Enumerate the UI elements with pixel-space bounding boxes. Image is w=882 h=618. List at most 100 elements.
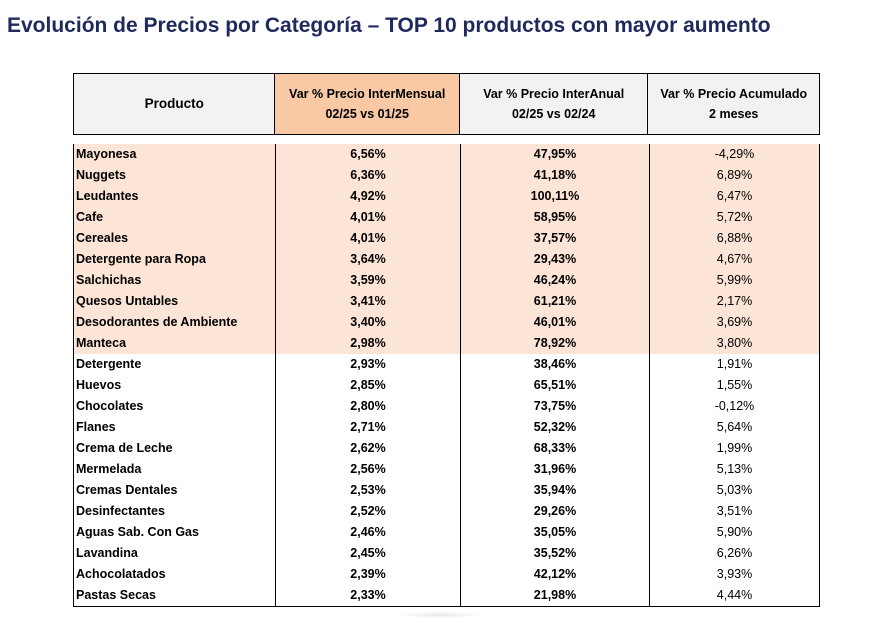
- cell-producto: Cremas Dentales: [74, 480, 276, 501]
- cell-acumulado: 5,03%: [716, 483, 753, 497]
- table-row: Pastas Secas 2,33% 21,98% 4,44%: [74, 585, 819, 606]
- cell-producto: Desinfectantes: [74, 501, 276, 522]
- table-row: Desinfectantes 2,52% 29,26% 3,51%: [74, 501, 819, 522]
- header-interanual-label: Var % Precio InterAnual: [483, 87, 625, 101]
- cell-interanual: 47,95%: [461, 144, 650, 165]
- cell-acumulado: 3,93%: [716, 567, 753, 581]
- table-row: Lavandina 2,45% 35,52% 6,26%: [74, 543, 819, 564]
- cell-acumulado: -4,29%: [714, 147, 755, 161]
- cell-producto: Flanes: [74, 417, 276, 438]
- header-producto-label: Producto: [144, 96, 204, 111]
- header-acumulado-label: Var % Precio Acumulado: [660, 87, 808, 101]
- header-intermensual-period: 02/25 vs 01/25: [325, 107, 409, 121]
- cell-producto: Desodorantes de Ambiente: [74, 312, 276, 333]
- cell-interanual: 58,95%: [461, 207, 650, 228]
- header-interanual-period: 02/25 vs 02/24: [511, 107, 596, 121]
- table-row: Aguas Sab. Con Gas 2,46% 35,05% 5,90%: [74, 522, 819, 543]
- cell-acumulado: 2,17%: [716, 294, 753, 308]
- cell-intermensual: 2,56%: [276, 459, 461, 480]
- cell-interanual: 38,46%: [461, 354, 650, 375]
- cell-intermensual: 6,56%: [276, 144, 461, 165]
- cell-producto: Detergente para Ropa: [74, 249, 276, 270]
- cell-producto: Cafe: [74, 207, 276, 228]
- table-row: Nuggets 6,36% 41,18% 6,89%: [74, 165, 819, 186]
- cell-producto: Salchichas: [74, 270, 276, 291]
- cell-interanual: 46,24%: [461, 270, 650, 291]
- table-row: Detergente para Ropa 3,64% 29,43% 4,67%: [74, 249, 819, 270]
- cell-producto: Mayonesa: [74, 144, 276, 165]
- cell-intermensual: 3,59%: [276, 270, 461, 291]
- cell-interanual: 37,57%: [461, 228, 650, 249]
- cell-intermensual: 2,85%: [276, 375, 461, 396]
- cell-interanual: 61,21%: [461, 291, 650, 312]
- header-intermensual: Var % Precio InterMensual 02/25 vs 01/25: [275, 74, 460, 134]
- cell-acumulado: 1,99%: [716, 441, 753, 455]
- table-header: Producto Var % Precio InterMensual 02/25…: [73, 73, 820, 135]
- table-row: Cereales 4,01% 37,57% 6,88%: [74, 228, 819, 249]
- cell-interanual: 29,43%: [461, 249, 650, 270]
- cell-interanual: 21,98%: [461, 585, 650, 606]
- cell-acumulado: 6,89%: [716, 168, 753, 182]
- cell-intermensual: 2,53%: [276, 480, 461, 501]
- table-row: Crema de Leche 2,62% 68,33% 1,99%: [74, 438, 819, 459]
- cell-acumulado: 5,13%: [716, 462, 753, 476]
- header-acumulado: Var % Precio Acumulado 2 meses: [648, 74, 819, 134]
- cell-producto: Crema de Leche: [74, 438, 276, 459]
- cell-producto: Detergente: [74, 354, 276, 375]
- cell-acumulado: 5,90%: [716, 525, 753, 539]
- cell-acumulado: 5,99%: [716, 273, 753, 287]
- cell-acumulado: 6,88%: [716, 231, 753, 245]
- cell-acumulado: 5,64%: [716, 420, 753, 434]
- table-row: Mermelada 2,56% 31,96% 5,13%: [74, 459, 819, 480]
- table-row: Quesos Untables 3,41% 61,21% 2,17%: [74, 291, 819, 312]
- cell-producto: Mermelada: [74, 459, 276, 480]
- table-row: Mayonesa 6,56% 47,95% -4,29%: [74, 144, 819, 165]
- header-interanual: Var % Precio InterAnual 02/25 vs 02/24: [460, 74, 649, 134]
- cell-interanual: 68,33%: [461, 438, 650, 459]
- table-row: Salchichas 3,59% 46,24% 5,99%: [74, 270, 819, 291]
- cell-intermensual: 6,36%: [276, 165, 461, 186]
- cell-intermensual: 2,62%: [276, 438, 461, 459]
- cell-producto: Huevos: [74, 375, 276, 396]
- cell-intermensual: 4,92%: [276, 186, 461, 207]
- cell-producto: Chocolates: [74, 396, 276, 417]
- cell-intermensual: 2,93%: [276, 354, 461, 375]
- cell-acumulado: 4,44%: [716, 588, 753, 602]
- header-acumulado-period: 2 meses: [709, 107, 759, 121]
- cell-producto: Cereales: [74, 228, 276, 249]
- cell-producto: Nuggets: [74, 165, 276, 186]
- cell-acumulado: -0,12%: [714, 399, 755, 413]
- cell-acumulado: 3,69%: [716, 315, 753, 329]
- header-producto: Producto: [74, 74, 276, 134]
- cell-intermensual: 2,45%: [276, 543, 461, 564]
- cell-intermensual: 2,98%: [276, 333, 461, 354]
- cell-intermensual: 2,80%: [276, 396, 461, 417]
- cell-intermensual: 4,01%: [276, 228, 461, 249]
- cell-producto: Pastas Secas: [74, 585, 276, 606]
- cell-intermensual: 4,01%: [276, 207, 461, 228]
- cell-acumulado: 3,51%: [716, 504, 753, 518]
- cell-intermensual: 3,64%: [276, 249, 461, 270]
- cell-interanual: 41,18%: [461, 165, 650, 186]
- table-row: Leudantes 4,92% 100,11% 6,47%: [74, 186, 819, 207]
- table-row: Manteca 2,98% 78,92% 3,80%: [74, 333, 819, 354]
- cell-interanual: 42,12%: [461, 564, 650, 585]
- cell-interanual: 65,51%: [461, 375, 650, 396]
- cell-intermensual: 2,39%: [276, 564, 461, 585]
- cell-interanual: 35,94%: [461, 480, 650, 501]
- cell-acumulado: 4,67%: [716, 252, 753, 266]
- cell-acumulado: 5,72%: [716, 210, 753, 224]
- cell-producto: Lavandina: [74, 543, 276, 564]
- table-row: Huevos 2,85% 65,51% 1,55%: [74, 375, 819, 396]
- cell-acumulado: 1,91%: [716, 357, 753, 371]
- table-row: Chocolates 2,80% 73,75% -0,12%: [74, 396, 819, 417]
- cell-producto: Leudantes: [74, 186, 276, 207]
- cell-intermensual: 2,33%: [276, 585, 461, 606]
- cell-producto: Manteca: [74, 333, 276, 354]
- cell-interanual: 78,92%: [461, 333, 650, 354]
- table-body: Mayonesa 6,56% 47,95% -4,29% Nuggets 6,36% 41,…: [73, 144, 820, 607]
- cell-intermensual: 3,41%: [276, 291, 461, 312]
- table-row: Detergente 2,93% 38,46% 1,91%: [74, 354, 819, 375]
- cell-intermensual: 3,40%: [276, 312, 461, 333]
- table-row: Achocolatados 2,39% 42,12% 3,93%: [74, 564, 819, 585]
